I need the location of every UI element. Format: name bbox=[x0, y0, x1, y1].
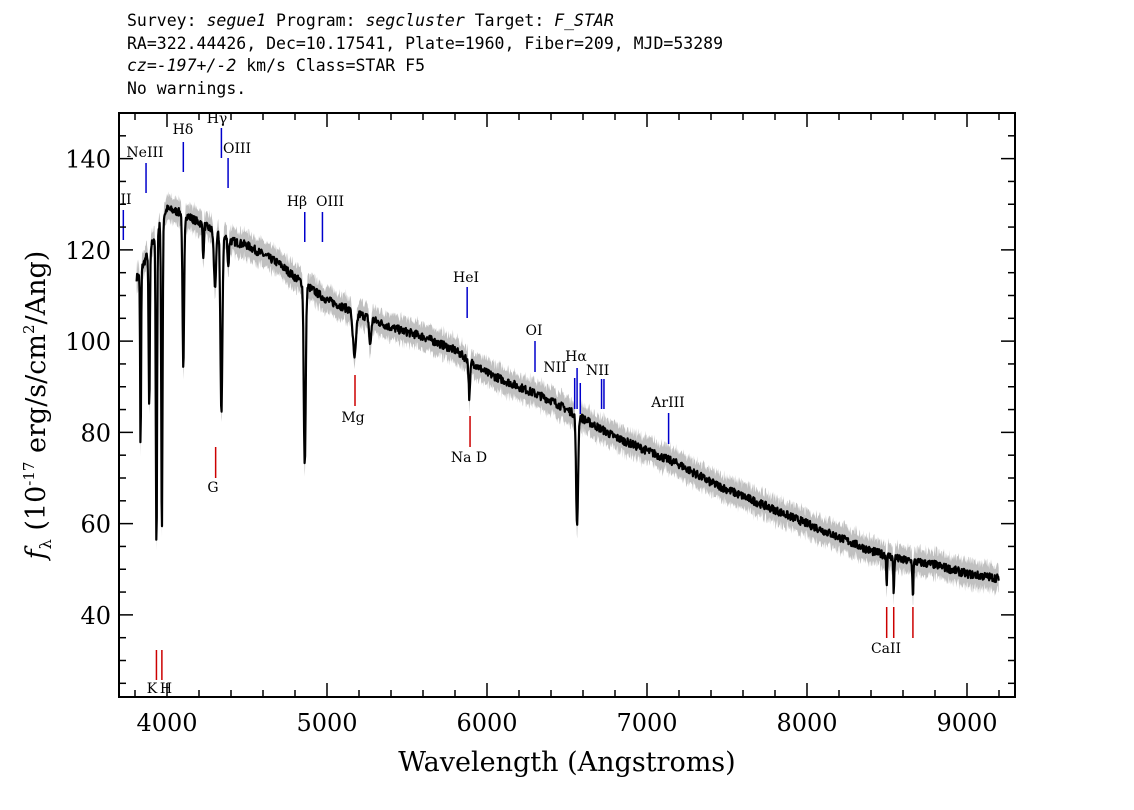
header-line-4: No warnings. bbox=[127, 78, 247, 98]
target-value: F_STAR bbox=[554, 11, 614, 30]
emission-line-label: Hβ bbox=[287, 194, 307, 210]
spectrum-header: Survey: segue1 Program: segcluster Targe… bbox=[127, 10, 723, 100]
survey-label: Survey: bbox=[127, 11, 207, 30]
x-tick-label: 5000 bbox=[296, 709, 357, 737]
error-band bbox=[136, 191, 999, 607]
emission-line-label: Hγ bbox=[207, 111, 228, 127]
y-tick-label: 100 bbox=[65, 328, 111, 356]
x-tick-label: 7000 bbox=[616, 709, 677, 737]
header-line-3: cz=-197+/-2 km/s Class=STAR F5 bbox=[127, 55, 723, 78]
emission-line-label: NII bbox=[586, 363, 609, 379]
axis-labels: 4000 5000 6000 7000 8000 9000 40 60 80 100 120 140 W… bbox=[20, 146, 998, 778]
x-axis-title: Wavelength (Angstroms) bbox=[398, 747, 735, 778]
emission-line-label: OIII bbox=[316, 194, 344, 210]
y-tick-label: 120 bbox=[65, 237, 111, 265]
y-tick-label: 60 bbox=[80, 511, 111, 539]
spectrum-line bbox=[135, 204, 1000, 596]
cz-rest: km/s Class=STAR F5 bbox=[236, 56, 426, 75]
emission-line-label: OIII bbox=[223, 141, 251, 157]
absorption-line-label: H bbox=[160, 681, 172, 697]
spectrum-trace bbox=[135, 204, 1000, 596]
header-line-2: RA=322.44426, Dec=10.17541, Plate=1960, … bbox=[127, 33, 724, 53]
program-label: Program: bbox=[266, 11, 366, 30]
target-label: Target: bbox=[464, 11, 555, 30]
emission-line-label: NeIII bbox=[126, 145, 163, 161]
emission-line-label: Hα bbox=[565, 349, 587, 365]
y-tick-label: 40 bbox=[80, 602, 111, 630]
x-tick-label: 9000 bbox=[936, 709, 997, 737]
absorption-line-label: Na D bbox=[451, 450, 487, 466]
y-tick-label: 80 bbox=[80, 419, 111, 447]
x-tick-label: 8000 bbox=[776, 709, 837, 737]
emission-line-label: OI bbox=[525, 323, 542, 339]
survey-value: segue1 bbox=[206, 11, 267, 30]
error-band-area bbox=[136, 191, 999, 607]
absorption-line-label: G bbox=[207, 480, 218, 496]
emission-line-label: Hδ bbox=[173, 122, 194, 138]
absorption-line-label: CaII bbox=[871, 641, 901, 657]
program-value: segcluster bbox=[365, 11, 465, 30]
y-axis-title: fλ (10-17 erg/s/cm2/Ang) bbox=[20, 251, 55, 562]
absorption-line-label: Mg bbox=[341, 410, 364, 426]
emission-line-label: HeI bbox=[453, 270, 479, 286]
absorption-line-label: K bbox=[147, 681, 158, 697]
x-tick-label: 6000 bbox=[456, 709, 517, 737]
header-line-1: Survey: segue1 Program: segcluster Targe… bbox=[127, 10, 723, 33]
emission-line-label: NII bbox=[543, 360, 566, 376]
y-tick-label: 140 bbox=[65, 146, 111, 174]
plot-axes bbox=[118, 112, 1016, 698]
x-tick-label: 4000 bbox=[136, 709, 197, 737]
cz-value: cz=-197+/-2 bbox=[127, 56, 237, 75]
emission-line-label: II bbox=[120, 192, 131, 208]
emission-line-label: ArIII bbox=[650, 395, 684, 411]
plot-frame bbox=[118, 112, 1016, 698]
